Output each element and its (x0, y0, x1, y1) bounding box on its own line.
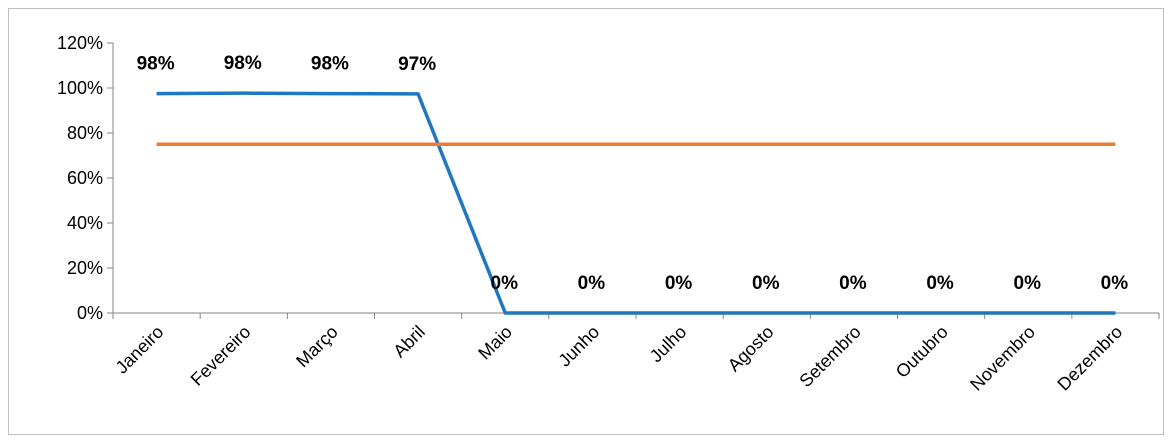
series-layer (156, 91, 1116, 315)
x-tick-label: Dezembro (1053, 322, 1126, 395)
y-tick-label: 0% (77, 303, 103, 323)
y-tick-label: 100% (57, 78, 103, 98)
axes: 0% 20% 40% 60% 80% 100% 120% Janeiro Fevereiro Ma… (57, 33, 1160, 395)
data-label: 98% (224, 53, 262, 74)
y-tick-label: 80% (67, 123, 103, 143)
data-label: 0% (1014, 273, 1042, 294)
x-tick-label: Março (292, 322, 342, 372)
x-tick-label: Abril (389, 322, 429, 362)
series-line-1 (156, 91, 1116, 315)
data-label: 98% (137, 54, 175, 75)
data-label: 0% (752, 273, 780, 294)
x-tick-label: Junho (554, 322, 603, 371)
x-tick-label: Novembro (966, 322, 1039, 395)
x-tick-label: Outubro (892, 322, 952, 382)
data-label: 97% (398, 54, 436, 75)
y-tick-label: 20% (67, 258, 103, 278)
x-tick-label: Setembro (795, 322, 864, 391)
data-labels: 98% 98% 98% 97% 0% 0% 0% 0% 0% 0% 0% 0% (137, 53, 1129, 294)
data-label: 98% (311, 54, 349, 75)
data-label: 0% (491, 273, 519, 294)
x-tick-label: Agosto (724, 322, 778, 376)
data-label: 0% (926, 273, 954, 294)
data-label: 0% (578, 273, 606, 294)
x-tick-label: Janeiro (112, 322, 168, 378)
x-tick-label: Fevereiro (187, 322, 255, 390)
y-tick-label: 60% (67, 168, 103, 188)
chart-frame (8, 8, 1164, 435)
data-label: 0% (839, 273, 867, 294)
x-tick-label: Maio (474, 322, 516, 364)
x-tick-label: Julho (646, 322, 691, 367)
y-tick-label: 40% (67, 213, 103, 233)
data-label: 0% (1101, 273, 1129, 294)
y-tick-label: 120% (57, 33, 103, 53)
data-label: 0% (665, 273, 693, 294)
